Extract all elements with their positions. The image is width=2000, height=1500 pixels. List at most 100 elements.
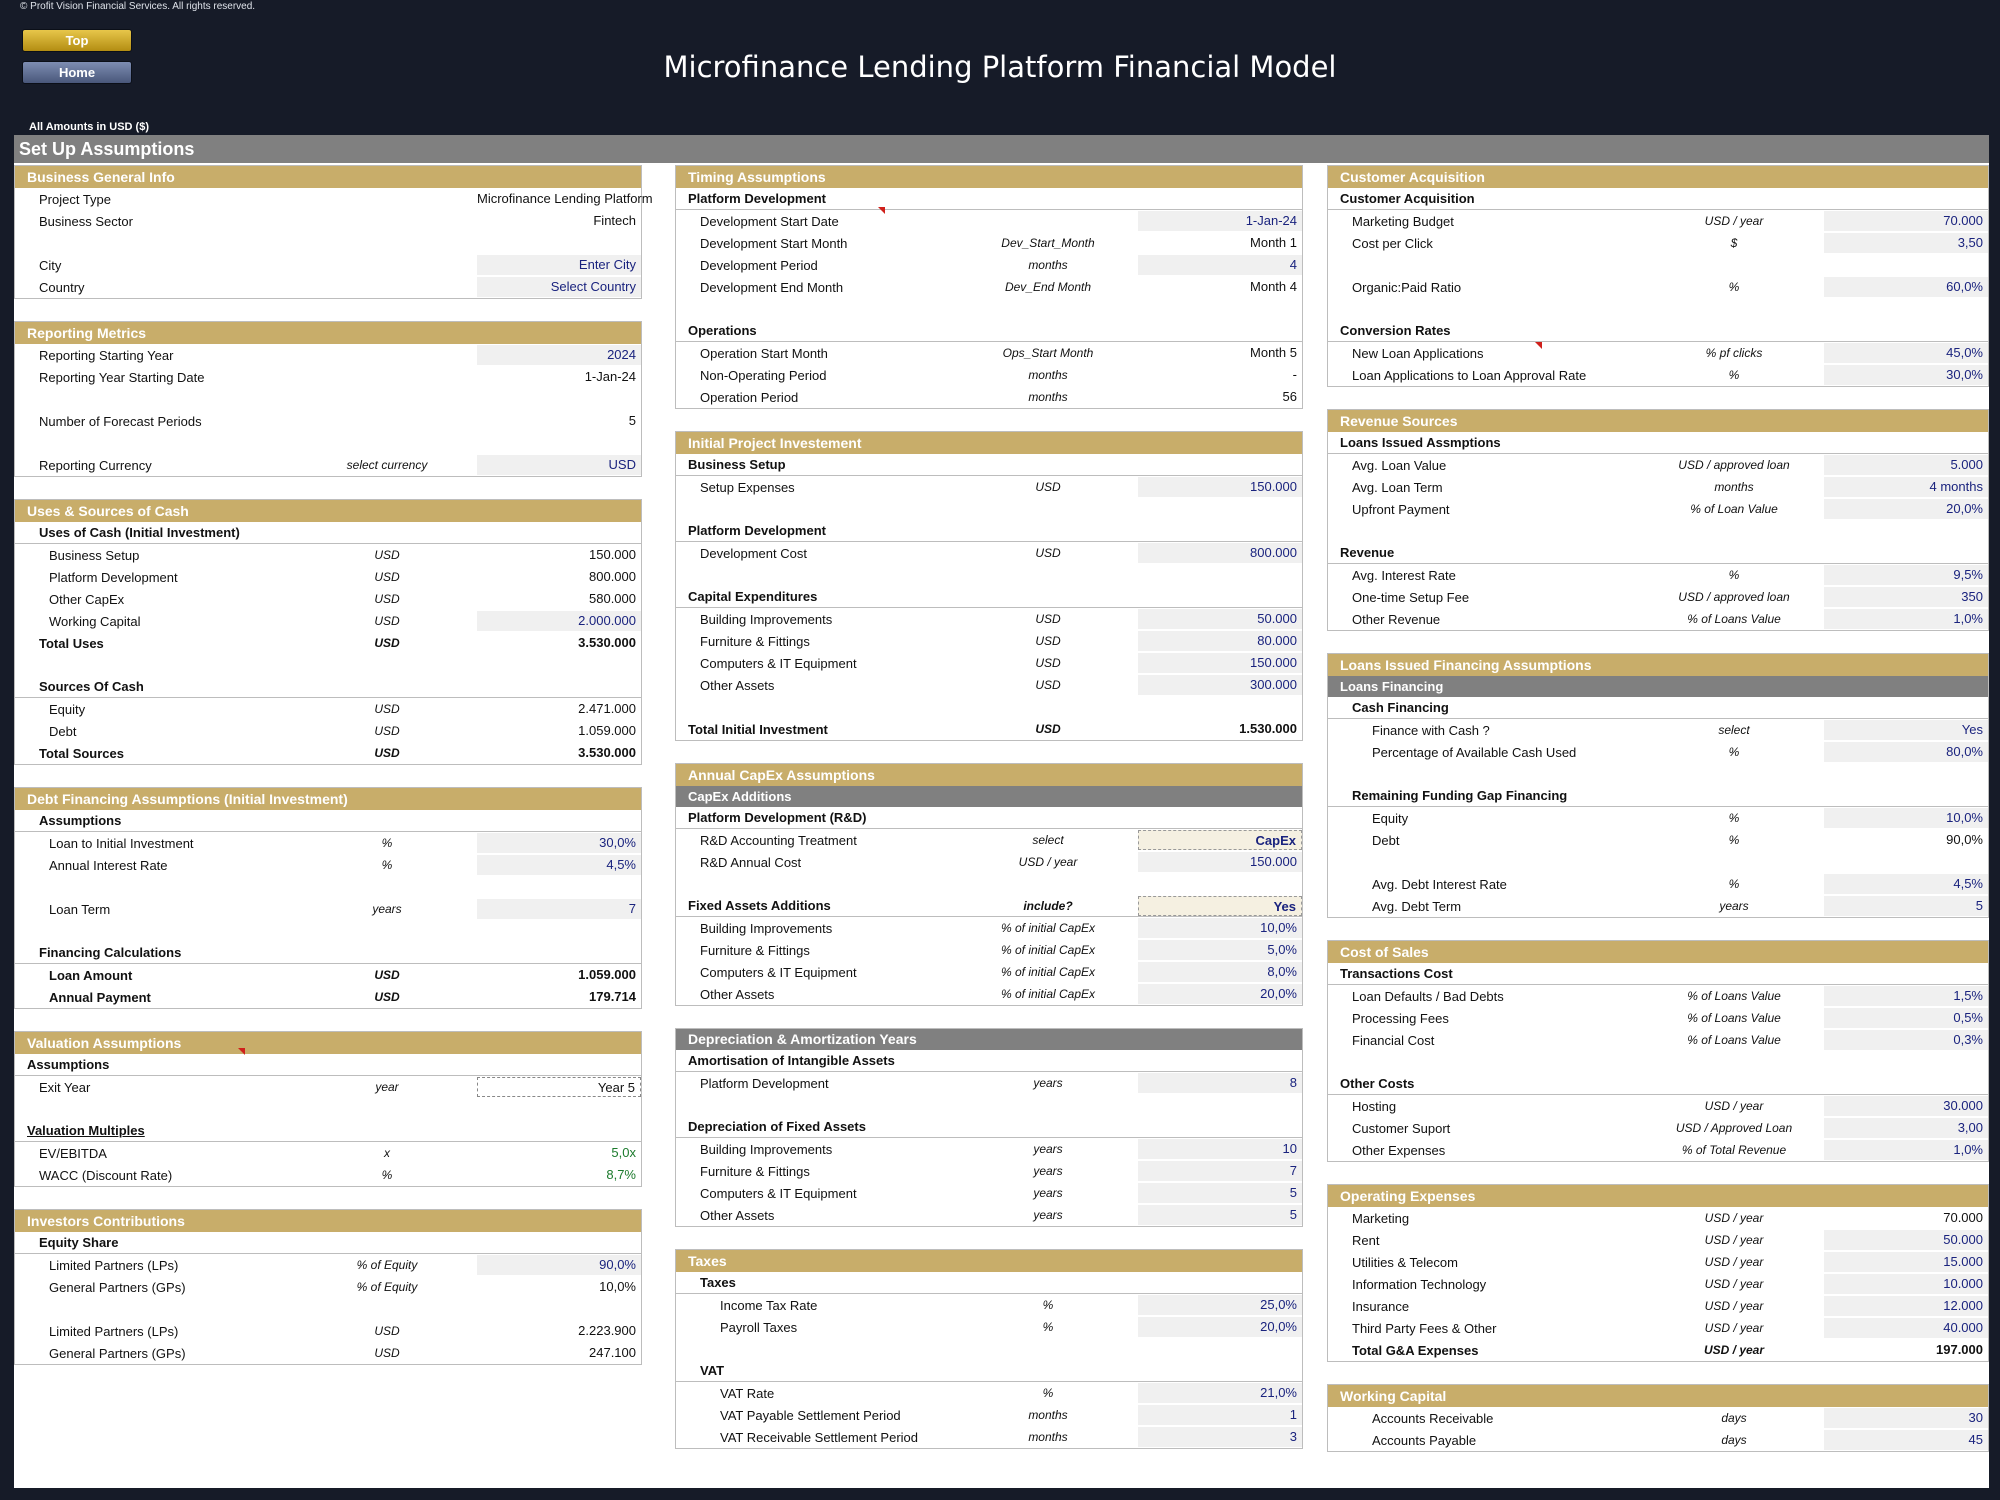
input-cell[interactable]: 30,0% xyxy=(477,833,641,853)
row-unit: select currency xyxy=(346,458,428,472)
input-cell[interactable]: 10,0% xyxy=(1138,918,1302,938)
subheader-row: Taxes xyxy=(676,1272,1302,1294)
subheader-row: Conversion Rates xyxy=(1328,320,1988,342)
row-label: Working Capital xyxy=(49,613,141,629)
input-cell[interactable]: 40.000 xyxy=(1824,1318,1988,1338)
row-label: Customer Acquisition xyxy=(1340,191,1475,206)
home-button[interactable]: Home xyxy=(22,61,132,84)
section-reporting-metrics: Reporting Metrics Reporting Starting Year… xyxy=(14,321,642,477)
blank-row xyxy=(15,388,641,410)
input-cell[interactable]: 12.000 xyxy=(1824,1296,1988,1316)
input-cell[interactable]: USD xyxy=(477,455,641,475)
input-cell[interactable]: 5 xyxy=(1824,896,1988,916)
row-label: General Partners (GPs) xyxy=(49,1279,186,1295)
input-cell[interactable]: 30.000 xyxy=(1824,1096,1988,1116)
row-unit: % xyxy=(1728,568,1740,582)
input-cell[interactable]: 50.000 xyxy=(1138,609,1302,629)
input-cell[interactable]: Yes xyxy=(1138,895,1302,916)
input-cell[interactable]: 80.000 xyxy=(1138,631,1302,651)
input-cell[interactable]: 2.000.000 xyxy=(477,611,641,631)
row-label: R&D Annual Cost xyxy=(700,854,802,870)
input-cell[interactable]: 30 xyxy=(1824,1408,1988,1428)
input-cell[interactable]: 7 xyxy=(477,899,641,919)
row-label: Development End Month xyxy=(700,279,844,295)
input-cell[interactable]: 1,0% xyxy=(1824,1140,1988,1160)
input-cell[interactable]: 300.000 xyxy=(1138,675,1302,695)
input-cell[interactable]: 20,0% xyxy=(1138,1317,1302,1337)
input-cell[interactable]: 1,5% xyxy=(1824,986,1988,1006)
input-cell[interactable]: 4,5% xyxy=(1824,874,1988,894)
input-cell[interactable]: 30,0% xyxy=(1824,365,1988,385)
input-cell[interactable]: 0,3% xyxy=(1824,1030,1988,1050)
input-cell[interactable]: 2024 xyxy=(477,345,641,365)
row-label: Uses of Cash (Initial Investment) xyxy=(39,525,240,540)
subheader-row: Financing Calculations xyxy=(15,942,641,964)
input-cell[interactable]: 60,0% xyxy=(1824,277,1988,297)
value-cell xyxy=(1824,433,1988,453)
top-button[interactable]: Top xyxy=(22,29,132,52)
input-cell[interactable]: 3 xyxy=(1138,1427,1302,1447)
row-unit: USD / Approved Loan xyxy=(1675,1121,1793,1135)
input-cell[interactable]: 25,0% xyxy=(1138,1295,1302,1315)
input-cell[interactable]: 10,0% xyxy=(1824,808,1988,828)
input-cell[interactable]: 80,0% xyxy=(1824,742,1988,762)
input-cell[interactable]: 150.000 xyxy=(1138,852,1302,872)
value-cell xyxy=(1824,1074,1988,1094)
input-cell[interactable]: Year 5 xyxy=(477,1077,641,1097)
page-title: Microfinance Lending Platform Financial … xyxy=(663,50,1337,84)
input-cell[interactable]: 50.000 xyxy=(1824,1230,1988,1250)
input-cell[interactable]: Yes xyxy=(1824,720,1988,740)
table-row: VAT Receivable Settlement Period months 3 xyxy=(676,1426,1302,1448)
value-cell xyxy=(1138,189,1302,209)
input-cell[interactable]: 90,0% xyxy=(477,1255,641,1275)
input-cell[interactable]: 10.000 xyxy=(1824,1274,1988,1294)
input-cell[interactable]: 3,50 xyxy=(1824,233,1988,253)
input-cell[interactable]: 0,5% xyxy=(1824,1008,1988,1028)
input-cell[interactable]: 20,0% xyxy=(1138,984,1302,1004)
input-cell[interactable]: 20,0% xyxy=(1824,499,1988,519)
input-cell[interactable]: 3,00 xyxy=(1824,1118,1988,1138)
input-cell[interactable]: 5 xyxy=(1138,1205,1302,1225)
table-row: Exit Year year Year 5 xyxy=(15,1076,641,1098)
input-cell[interactable]: 350 xyxy=(1824,587,1988,607)
subheader-row: Customer Acquisition xyxy=(1328,188,1988,210)
input-cell[interactable]: 45,0% xyxy=(1824,343,1988,363)
row-unit: USD xyxy=(374,592,400,606)
row-label: Equity Share xyxy=(39,1235,119,1250)
input-cell[interactable]: 70.000 xyxy=(1824,211,1988,231)
input-cell[interactable]: 800.000 xyxy=(1138,543,1302,563)
input-cell[interactable]: 21,0% xyxy=(1138,1383,1302,1403)
row-label: Marketing Budget xyxy=(1352,213,1454,229)
value-cell xyxy=(1824,543,1988,563)
input-cell[interactable]: 4 xyxy=(1138,255,1302,275)
input-cell[interactable]: 1-Jan-24 xyxy=(1138,211,1302,231)
row-label: Setup Expenses xyxy=(700,479,795,495)
input-cell[interactable]: 4,5% xyxy=(477,855,641,875)
input-cell[interactable]: 4 months xyxy=(1824,477,1988,497)
input-cell[interactable]: 9,5% xyxy=(1824,565,1988,585)
input-cell[interactable]: 5.000 xyxy=(1824,455,1988,475)
row-label: Computers & IT Equipment xyxy=(700,655,857,671)
comment-flag-icon xyxy=(878,207,885,214)
row-label: Loan to Initial Investment xyxy=(49,835,194,851)
input-cell[interactable]: 150.000 xyxy=(1138,477,1302,497)
input-cell[interactable]: 45 xyxy=(1824,1430,1988,1450)
section-title: Timing Assumptions xyxy=(676,166,1302,188)
value-cell: 247.100 xyxy=(589,1345,636,1360)
input-cell[interactable]: 150.000 xyxy=(1138,653,1302,673)
input-cell[interactable]: 5 xyxy=(1138,1183,1302,1203)
value-cell xyxy=(477,677,641,697)
input-cell[interactable]: 10 xyxy=(1138,1139,1302,1159)
row-unit: % of initial CapEx xyxy=(1000,987,1096,1001)
input-cell[interactable]: 15.000 xyxy=(1824,1252,1988,1272)
input-cell[interactable]: 1,0% xyxy=(1824,609,1988,629)
input-cell[interactable]: 8 xyxy=(1138,1073,1302,1093)
input-cell[interactable]: 8,0% xyxy=(1138,962,1302,982)
table-row: WACC (Discount Rate)% 8,7% xyxy=(15,1164,641,1186)
input-cell[interactable]: 1 xyxy=(1138,1405,1302,1425)
input-cell[interactable]: 5,0% xyxy=(1138,940,1302,960)
input-cell[interactable]: Select Country xyxy=(477,277,641,297)
input-cell[interactable]: 7 xyxy=(1138,1161,1302,1181)
input-cell[interactable]: CapEx xyxy=(1138,830,1302,850)
input-cell[interactable]: Enter City xyxy=(477,255,641,275)
